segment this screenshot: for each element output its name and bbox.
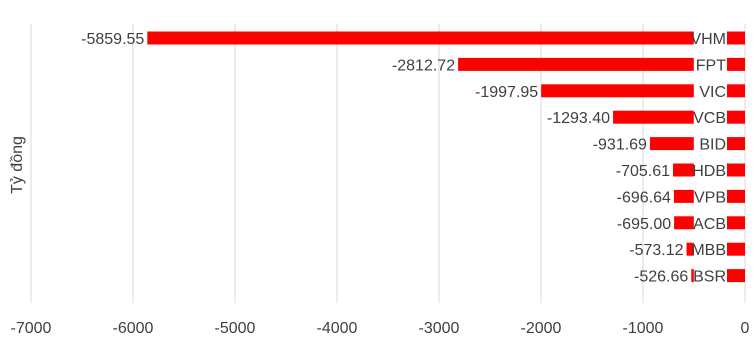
category-label: VPB: [694, 189, 726, 206]
x-tick-label: 0: [741, 320, 750, 337]
data-label: -5859.55: [81, 31, 144, 48]
bar-stub: [727, 110, 745, 124]
bar: [541, 84, 694, 98]
bar: [673, 163, 694, 177]
x-tick-label: -6000: [113, 320, 154, 337]
bar: [686, 242, 694, 256]
x-tick-label: -3000: [419, 320, 460, 337]
data-label: -695.00: [617, 216, 671, 233]
data-label: -705.61: [616, 163, 670, 180]
bar: [691, 269, 694, 283]
bar: [458, 57, 694, 71]
data-label: -573.12: [629, 242, 683, 259]
bar: [613, 110, 694, 124]
x-tick-label: -2000: [521, 320, 562, 337]
bar-stub: [727, 216, 745, 230]
bar: [674, 216, 694, 230]
bar-stub: [727, 84, 745, 98]
data-label: -2812.72: [392, 57, 455, 74]
bar-stub: [727, 31, 745, 45]
x-tick-label: -7000: [11, 320, 52, 337]
y-axis-title: Tỷ đồng: [9, 136, 26, 194]
data-label: -931.69: [593, 137, 647, 154]
data-label: -1293.40: [547, 110, 610, 127]
bar-stub: [727, 189, 745, 203]
data-label: -526.66: [634, 269, 688, 286]
bar-stub: [727, 242, 745, 256]
category-label: HDB: [692, 163, 726, 180]
category-label: VHM: [690, 31, 726, 48]
bar: [649, 137, 694, 151]
data-label: -1997.95: [475, 84, 538, 101]
bar-stub: [727, 137, 745, 151]
data-label: -696.64: [617, 189, 671, 206]
category-label: MBB: [691, 242, 726, 259]
x-tick-label: -1000: [623, 320, 664, 337]
category-label: VCB: [693, 110, 726, 127]
bar: [147, 31, 694, 45]
bar-stub: [727, 163, 745, 177]
category-label: FPT: [696, 57, 726, 74]
bar: [673, 189, 694, 203]
category-label: VIC: [699, 84, 726, 101]
category-label: BID: [699, 137, 726, 154]
category-label: ACB: [693, 216, 726, 233]
labels: -7000 -6000 -5000 -4000 -3000 -2000 -1000 0 VHM -…: [11, 31, 750, 337]
x-tick-label: -5000: [215, 320, 256, 337]
bars: [147, 31, 745, 283]
bar-stub: [727, 57, 745, 71]
category-label: BSR: [693, 269, 726, 286]
x-tick-label: -4000: [317, 320, 358, 337]
bar-stub: [727, 269, 745, 283]
